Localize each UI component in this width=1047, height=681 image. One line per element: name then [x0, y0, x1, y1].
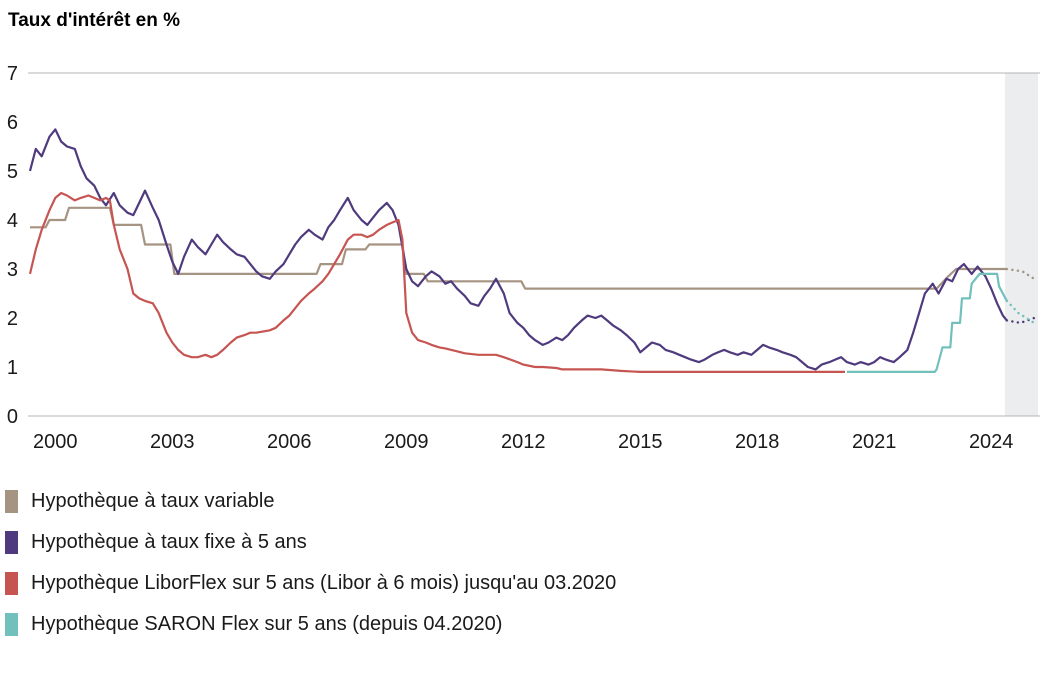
- chart-legend: Hypothèque à taux variable Hypothèque à …: [5, 488, 1047, 637]
- x-axis-tick-label: 2024: [969, 431, 1014, 453]
- legend-item-saronflex: Hypothèque SARON Flex sur 5 ans (depuis …: [5, 611, 1047, 637]
- x-axis-tick-label: 2021: [852, 431, 897, 453]
- legend-label-saronflex: Hypothèque SARON Flex sur 5 ans (depuis …: [31, 612, 503, 635]
- series-line-1: [28, 128, 1008, 371]
- legend-item-variable: Hypothèque à taux variable: [5, 488, 1047, 514]
- variable-rate-swatch-icon: [5, 489, 18, 513]
- legend-label-liborflex: Hypothèque LiborFlex sur 5 ans (Libor à …: [31, 571, 617, 594]
- legend-item-fixed-5y: Hypothèque à taux fixe à 5 ans: [5, 529, 1047, 555]
- series-line-3: [846, 272, 1008, 373]
- series-forecast-line-1: [1005, 316, 1036, 325]
- x-axis-tick-label: 2006: [267, 431, 312, 453]
- x-axis-tick-label: 2000: [33, 431, 78, 453]
- rate-chart: 0 1 2 3 4 5 6 7 2000 2003 2006 2009 2012 2015 2018 2021…: [7, 63, 1040, 453]
- series-forecast-line-0: [1005, 267, 1036, 281]
- x-axis-tick-label: 2003: [150, 431, 195, 453]
- y-axis-tick-label: 0: [7, 406, 18, 428]
- y-axis-tick-label: 6: [7, 112, 18, 134]
- y-axis-tick-label: 1: [7, 357, 18, 379]
- series-forecast-line-3: [1005, 299, 1036, 325]
- x-axis-tick-label: 2018: [735, 431, 780, 453]
- y-axis-tick-label: 7: [7, 63, 18, 85]
- x-axis-tick-label: 2015: [618, 431, 663, 453]
- y-axis-tick-label: 2: [7, 308, 18, 330]
- series-line-0: [30, 206, 1007, 290]
- y-axis-tick-label: 3: [7, 259, 18, 281]
- legend-label-fixed-5y: Hypothèque à taux fixe à 5 ans: [31, 530, 307, 553]
- fixed-5y-swatch-icon: [5, 530, 18, 554]
- x-axis-tick-label: 2012: [501, 431, 546, 453]
- liborflex-swatch-icon: [5, 571, 18, 595]
- forecast-band: [1004, 73, 1038, 416]
- y-axis-tick-label: 5: [7, 161, 18, 183]
- legend-label-variable: Hypothèque à taux variable: [31, 489, 275, 512]
- legend-item-liborflex: Hypothèque LiborFlex sur 5 ans (Libor à …: [5, 570, 1047, 596]
- x-axis-tick-label: 2009: [384, 431, 429, 453]
- chart-title: Taux d'intérêt en %: [8, 10, 181, 31]
- y-axis-tick-label: 4: [7, 210, 18, 232]
- saronflex-swatch-icon: [5, 612, 18, 636]
- series-line-2: [28, 191, 845, 373]
